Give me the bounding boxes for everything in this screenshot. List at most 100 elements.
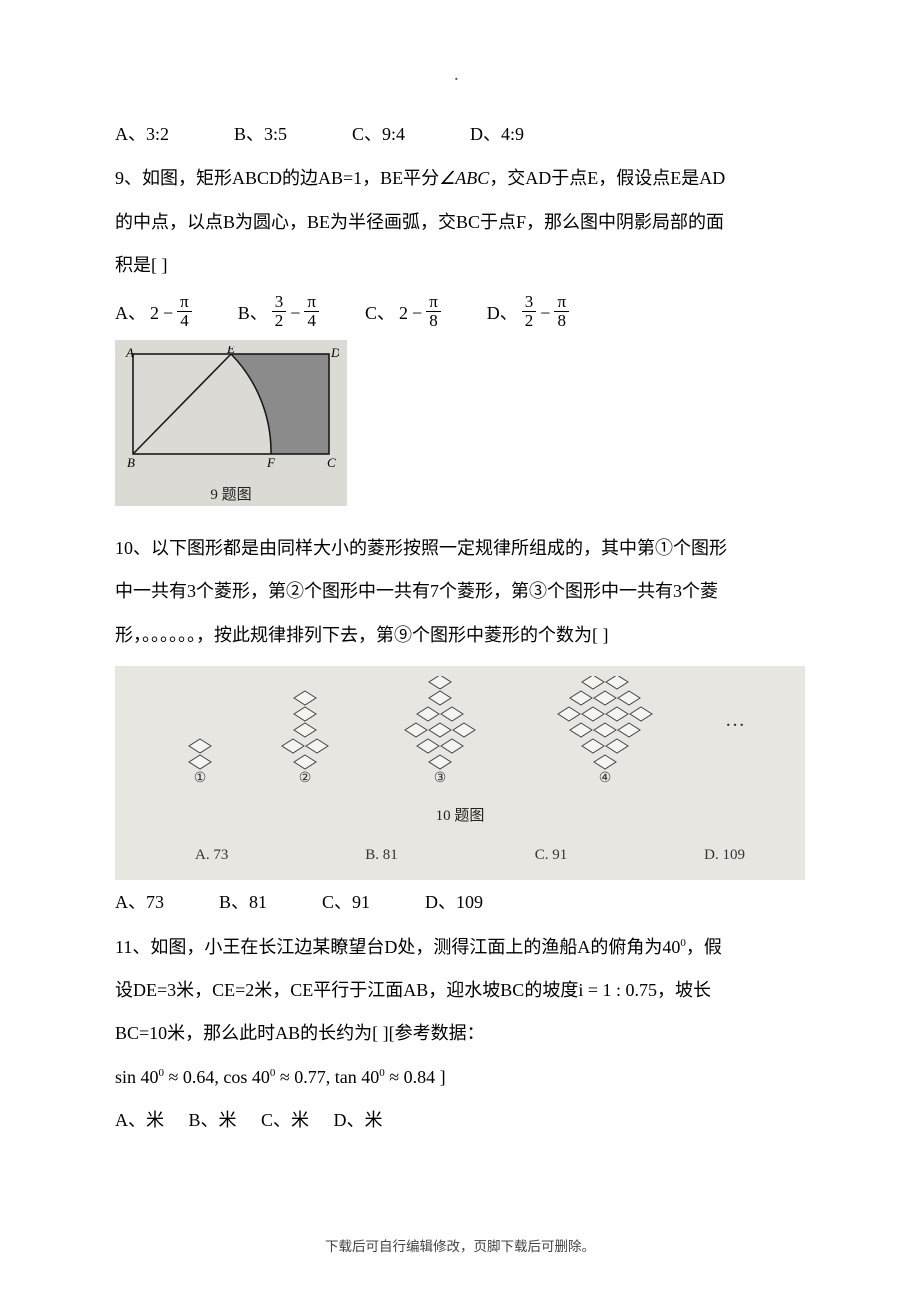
q9-opt-b-minus: − <box>290 293 300 334</box>
q9-opt-d-a-den: 2 <box>522 311 537 330</box>
q10-circle-9: ⑨ <box>394 625 412 645</box>
q8-choice-d: D、4:9 <box>470 114 524 155</box>
q9-line2: 的中点，以点B为圆心，BE为半径画弧，交BC于点F，那么图中阴影局部的面 <box>115 202 805 243</box>
q11-choice-c: C、米 <box>261 1110 309 1130</box>
q9-label-f: F <box>266 455 276 470</box>
q9-opt-a-label: A、 <box>115 293 146 334</box>
q9-label-e: E <box>226 346 235 356</box>
q9-opt-c-a: 2 <box>399 293 408 334</box>
q9-figure: A E D B F C 9 题图 <box>115 340 347 506</box>
header-dot: ． <box>115 70 805 84</box>
q9-opt-b-a-den: 2 <box>272 311 287 330</box>
q8-choice-c: C、9:4 <box>352 114 405 155</box>
q9-opt-c-pi-num: π <box>426 293 441 311</box>
page-footer: 下载后可自行编辑修改，页脚下载后可删除。 <box>0 1231 920 1262</box>
q11-v2: ≈ 0.77, tan 40 <box>275 1067 379 1087</box>
q10-line2: 中一共有3个菱形，第②个图形中一共有7个菱形，第③个图形中一共有3个菱 <box>115 571 805 612</box>
q11-choice-b: B、米 <box>189 1110 237 1130</box>
q9-label-a: A <box>125 346 134 360</box>
q9-opt-a-pi-num: π <box>177 293 192 311</box>
q11-deg40: 40 <box>662 937 680 957</box>
q11-trig-line: sin 400 ≈ 0.64, cos 400 ≈ 0.77, tan 400 … <box>115 1057 805 1098</box>
q10-line1: 10、以下图形都是由同样大小的菱形按照一定规律所组成的，其中第①个图形 <box>115 528 805 569</box>
q9-opt-b-label: B、 <box>238 293 268 334</box>
q10-choice-c: C、91 <box>322 882 370 923</box>
q9-opt-b-pi-den: 4 <box>304 311 319 330</box>
q9-opt-d-label: D、 <box>487 293 518 334</box>
svg-text:④: ④ <box>599 771 612 786</box>
q10-fig-opt-b: B. 81 <box>365 838 398 873</box>
q11-i-expr: i = 1 : 0.75 <box>578 980 657 1000</box>
q9-opt-c-frac: π 8 <box>426 293 441 330</box>
q10-choice-b: B、81 <box>219 882 267 923</box>
q9-angle: ∠ABC <box>439 168 489 188</box>
q9-opt-d-frac1: 3 2 <box>522 293 537 330</box>
svg-text:①: ① <box>194 771 207 786</box>
q9-opt-c-pi-den: 8 <box>426 311 441 330</box>
q8-choice-b: B、3:5 <box>234 114 287 155</box>
q9-opt-a-minus: − <box>163 293 173 334</box>
q9-opt-d-pi-den: 8 <box>554 311 569 330</box>
svg-text:③: ③ <box>434 771 447 786</box>
q11-line1-pre: 11、如图，小王在长江边某瞭望台D处，测得江面上的渔船A的俯角为 <box>115 937 662 957</box>
q9-label-d: D <box>330 346 339 360</box>
q9-opt-d-pi-num: π <box>554 293 569 311</box>
q10-choice-d: D、109 <box>425 882 483 923</box>
q10-line3-post: 个图形中菱形的个数为[ ] <box>412 625 609 645</box>
svg-text:②: ② <box>299 771 312 786</box>
q11-choice-a: A、米 <box>115 1110 164 1130</box>
q9-line1: 9、如图，矩形ABCD的边AB=1，BE平分∠ABC，交AD于点E，假设点E是A… <box>115 158 805 199</box>
q9-opt-b: B、 3 2 − π 4 <box>238 293 319 334</box>
q11-v1: ≈ 0.64, cos 40 <box>164 1067 270 1087</box>
q9-opt-d-minus: − <box>540 293 550 334</box>
q9-line1-pre: 9、如图，矩形ABCD的边AB=1，BE平分 <box>115 168 439 188</box>
q9-line3: 积是[ ] <box>115 245 805 286</box>
q9-opt-b-frac2: π 4 <box>304 293 319 330</box>
q9-line1-post: ，交AD于点E，假设点E是AD <box>489 168 725 188</box>
q9-opt-d-frac2: π 8 <box>554 293 569 330</box>
q10-line3-pre: 形，。。。。。。，按此规律排列下去，第 <box>115 625 394 645</box>
q10-fig-opt-d: D. 109 <box>704 838 745 873</box>
q10-choices: A、73 B、81 C、91 D、109 <box>115 882 805 923</box>
q11-v3: ≈ 0.84 ] <box>385 1067 446 1087</box>
q9-opt-a-a: 2 <box>150 293 159 334</box>
q9-figure-caption: 9 题图 <box>123 478 339 513</box>
q9-opt-d-a-num: 3 <box>522 293 537 311</box>
q9-opt-b-frac1: 3 2 <box>272 293 287 330</box>
q8-choices: A、3:2 B、3:5 C、9:4 D、4:9 <box>115 114 805 155</box>
svg-text:…: … <box>725 709 745 731</box>
q11-line2-pre: 设DE=3米，CE=2米，CE平行于江面AB，迎水坡BC的坡度 <box>115 980 578 1000</box>
q9-figure-wrap: A E D B F C 9 题图 <box>115 340 805 506</box>
q11-choice-d: D、米 <box>334 1110 383 1130</box>
q9-opt-c: C、 2 − π 8 <box>365 293 441 334</box>
q11-line1: 11、如图，小王在长江边某瞭望台D处，测得江面上的渔船A的俯角为400，假 <box>115 927 805 968</box>
q11-line1-post: ，假 <box>686 937 722 957</box>
q9-opt-a: A、 2 − π 4 <box>115 293 192 334</box>
q9-opt-c-label: C、 <box>365 293 395 334</box>
document-page: ． A、3:2 B、3:5 C、9:4 D、4:9 9、如图，矩形ABCD的边A… <box>0 0 920 1302</box>
q11-line2: 设DE=3米，CE=2米，CE平行于江面AB，迎水坡BC的坡度i = 1 : 0… <box>115 970 805 1011</box>
q9-opt-b-pi-num: π <box>304 293 319 311</box>
q9-opt-d: D、 3 2 − π 8 <box>487 293 569 334</box>
q9-diagram-svg: A E D B F C <box>123 346 339 476</box>
q11-line2-post: ，坡长 <box>657 980 711 1000</box>
q8-choice-a: A、3:2 <box>115 114 169 155</box>
q9-options: A、 2 − π 4 B、 3 2 − π 4 C、 2 − <box>115 293 805 334</box>
q9-label-c: C <box>327 455 336 470</box>
q9-opt-a-frac: π 4 <box>177 293 192 330</box>
q10-line3: 形，。。。。。。，按此规律排列下去，第⑨个图形中菱形的个数为[ ] <box>115 615 805 656</box>
q10-figure-options: A. 73 B. 81 C. 91 D. 109 <box>135 834 785 873</box>
q10-figure: … ① ② ③ ④ 10 题图 A. 73 B. 81 C. 91 D. 109 <box>115 666 805 880</box>
q10-choice-a: A、73 <box>115 882 164 923</box>
q11-sin: sin 40 <box>115 1067 159 1087</box>
q10-diagram-svg: … ① ② ③ ④ <box>135 676 795 796</box>
q9-label-b: B <box>127 455 135 470</box>
q10-fig-opt-a: A. 73 <box>195 838 228 873</box>
q10-figure-caption: 10 题图 <box>135 799 785 834</box>
q10-fig-opt-c: C. 91 <box>535 838 568 873</box>
q9-opt-c-minus: − <box>412 293 422 334</box>
q9-opt-a-pi-den: 4 <box>177 311 192 330</box>
q11-choices: A、米 B、米 C、米 D、米 <box>115 1100 805 1141</box>
q11-line3: BC=10米，那么此时AB的长约为[ ][参考数据： <box>115 1013 805 1054</box>
q9-opt-b-a-num: 3 <box>272 293 287 311</box>
